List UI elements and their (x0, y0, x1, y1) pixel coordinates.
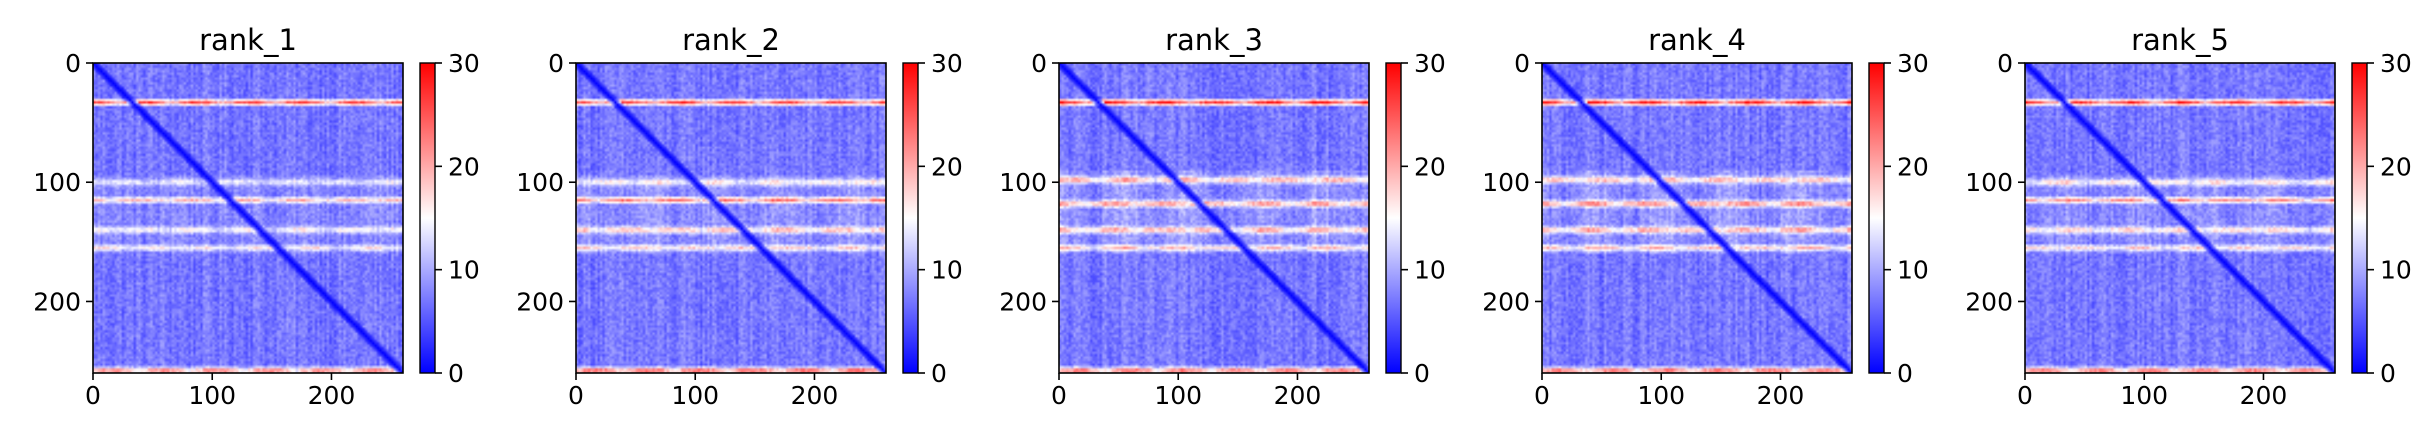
x-tick-label: 200 (791, 381, 839, 410)
y-tick-label: 0 (1514, 49, 1530, 78)
colorbar (1868, 62, 1885, 374)
heatmap-panel-2: rank_2 0 100 200 0 100 200 0 10 20 30 (516, 23, 963, 410)
x-tick-label: 0 (85, 381, 101, 410)
colorbar-tick-label: 0 (448, 359, 464, 388)
x-tick-label: 0 (1051, 381, 1067, 410)
heatmap-panel-1: rank_1 0 100 200 0 100 200 0 10 20 30 (33, 23, 480, 410)
y-tick-label: 100 (999, 168, 1047, 197)
y-tick-label: 100 (1965, 168, 2013, 197)
axes-frame (1058, 62, 1370, 374)
y-tick-label: 0 (548, 49, 564, 78)
panel-title: rank_1 (199, 23, 297, 57)
heatmap-image (93, 63, 403, 373)
panel-title: rank_4 (1648, 23, 1746, 57)
x-tick-label: 200 (1757, 381, 1805, 410)
x-tick-label: 100 (1154, 381, 1202, 410)
y-tick-label: 0 (1031, 49, 1047, 78)
colorbar-tick-label: 30 (931, 49, 963, 78)
axes-frame (92, 62, 404, 374)
heatmap-panel-3: rank_3 0 100 200 0 100 200 0 10 20 30 (999, 23, 1446, 410)
colorbar-tick-label: 30 (448, 49, 480, 78)
colorbar (902, 62, 919, 374)
heatmap-image (576, 63, 886, 373)
colorbar-tick-label: 0 (1414, 359, 1430, 388)
y-tick-label: 200 (516, 287, 564, 316)
colorbar-tick-label: 10 (1897, 256, 1929, 285)
colorbar-tick-label: 10 (1414, 256, 1446, 285)
y-tick-label: 200 (999, 287, 1047, 316)
y-tick-label: 100 (1482, 168, 1530, 197)
axes-frame (2024, 62, 2336, 374)
colorbar-tick-label: 20 (931, 152, 963, 181)
x-tick-label: 100 (188, 381, 236, 410)
colorbar-tick-label: 30 (2380, 49, 2412, 78)
colorbar-tick-label: 10 (931, 256, 963, 285)
x-tick-label: 0 (2017, 381, 2033, 410)
colorbar-tick-label: 0 (931, 359, 947, 388)
colorbar-tick-label: 20 (448, 152, 480, 181)
x-tick-label: 200 (1274, 381, 1322, 410)
x-tick-label: 100 (671, 381, 719, 410)
panel-title: rank_2 (682, 23, 780, 57)
x-tick-label: 100 (1637, 381, 1685, 410)
panel-title: rank_3 (1165, 23, 1263, 57)
axes-frame (575, 62, 887, 374)
heatmap-image (2025, 63, 2335, 373)
colorbar-tick-label: 0 (1897, 359, 1913, 388)
colorbar-tick-label: 10 (2380, 256, 2412, 285)
y-tick-label: 100 (33, 168, 81, 197)
colorbar-tick-label: 0 (2380, 359, 2396, 388)
colorbar-tick-label: 20 (1897, 152, 1929, 181)
colorbar (1385, 62, 1402, 374)
x-tick-label: 200 (2240, 381, 2288, 410)
colorbar-tick-label: 10 (448, 256, 480, 285)
colorbar-tick-label: 20 (2380, 152, 2412, 181)
heatmap-image (1542, 63, 1852, 373)
x-tick-label: 0 (1534, 381, 1550, 410)
axes-frame (1541, 62, 1853, 374)
y-tick-label: 0 (1997, 49, 2013, 78)
y-tick-label: 200 (33, 287, 81, 316)
colorbar-tick-label: 30 (1897, 49, 1929, 78)
colorbar (2351, 62, 2368, 374)
colorbar (419, 62, 436, 374)
x-tick-label: 100 (2120, 381, 2168, 410)
heatmap-image (1059, 63, 1369, 373)
y-tick-label: 200 (1482, 287, 1530, 316)
heatmap-panel-5: rank_5 0 100 200 0 100 200 0 10 20 30 (1965, 23, 2412, 410)
y-tick-label: 200 (1965, 287, 2013, 316)
colorbar-tick-label: 30 (1414, 49, 1446, 78)
colorbar-tick-label: 20 (1414, 152, 1446, 181)
heatmap-panel-4: rank_4 0 100 200 0 100 200 0 10 20 30 (1482, 23, 1929, 410)
panel-title: rank_5 (2131, 23, 2229, 57)
y-tick-label: 0 (65, 49, 81, 78)
x-tick-label: 200 (308, 381, 356, 410)
x-tick-label: 0 (568, 381, 584, 410)
y-tick-label: 100 (516, 168, 564, 197)
